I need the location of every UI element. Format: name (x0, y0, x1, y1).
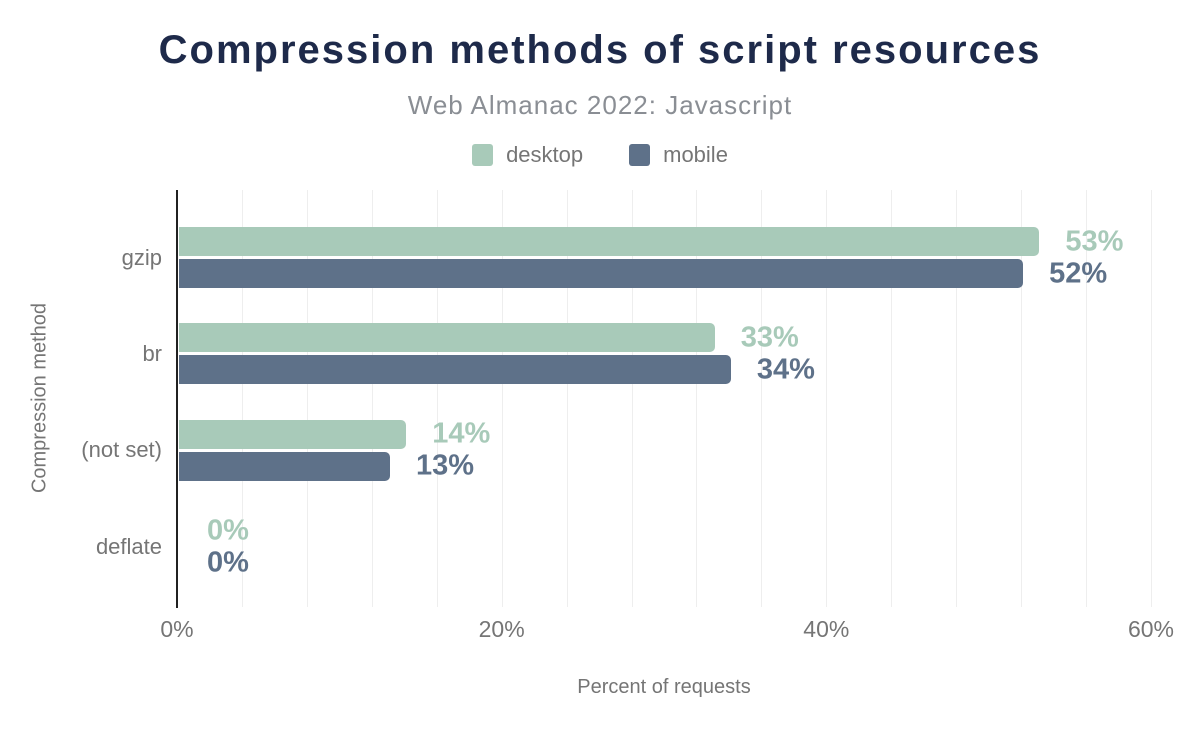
value-label-mobile: 34% (756, 353, 815, 386)
gridline (1086, 190, 1088, 607)
gridline (956, 190, 958, 607)
legend-label-desktop: desktop (506, 142, 584, 167)
y-axis-line (176, 190, 178, 608)
legend-label-mobile: mobile (663, 142, 728, 167)
value-label-desktop: 0% (207, 514, 249, 547)
x-tick-label: 0% (160, 616, 194, 642)
x-tick-label: 20% (478, 616, 525, 642)
gridline (1151, 190, 1152, 607)
bar-mobile-notset (179, 451, 391, 481)
category-label: br (142, 340, 162, 366)
mobile-swatch-icon (629, 144, 651, 166)
gridline (826, 190, 828, 607)
gridline (501, 190, 503, 607)
category-label: gzip (121, 244, 162, 270)
gridline (371, 190, 373, 607)
value-label-mobile: 52% (1049, 257, 1108, 289)
gridline (761, 190, 763, 607)
gridline (566, 190, 568, 607)
legend-item-mobile: mobile (629, 142, 728, 168)
gridline (436, 190, 438, 607)
category-label: deflate (95, 533, 162, 559)
x-tick-label: 40% (803, 616, 850, 642)
chart-subtitle: Web Almanac 2022: Javascript (407, 90, 793, 120)
gridline (696, 190, 698, 607)
gridline (306, 190, 308, 607)
bar-mobile-gzip (179, 259, 1024, 288)
value-label-desktop: 53% (1065, 225, 1124, 257)
gridline (631, 190, 633, 607)
bar-desktop-br (179, 323, 715, 353)
bar-mobile-br (179, 355, 731, 385)
desktop-swatch-icon (472, 144, 494, 166)
x-tick-label: 60% (1127, 616, 1175, 642)
value-label-desktop: 33% (740, 321, 799, 354)
value-label-mobile: 0% (207, 546, 249, 579)
x-axis-title: Percent of requests (577, 676, 751, 698)
chart-title: Compression methods of script resources (158, 28, 1042, 72)
value-label-desktop: 14% (432, 417, 491, 450)
gridline (241, 190, 243, 607)
bar-desktop-gzip (179, 227, 1040, 256)
bar-desktop-notset (179, 419, 407, 449)
legend: desktop mobile (0, 142, 1200, 168)
category-label: (not set) (81, 437, 162, 463)
y-axis-title: Compression method (28, 302, 51, 494)
value-label-mobile: 13% (416, 449, 475, 482)
gridline (891, 190, 893, 607)
gridline (1021, 190, 1023, 607)
legend-item-desktop: desktop (472, 142, 583, 168)
